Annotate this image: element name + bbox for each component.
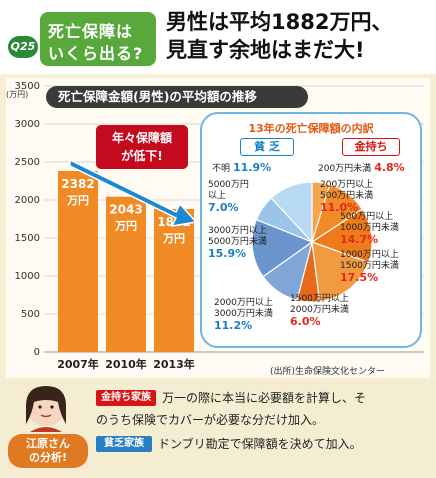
source-note: (出所)生命保険文化センター — [270, 367, 386, 377]
poor-family-text: ドンブリ勘定で保障額を決めて加入。 — [158, 437, 362, 451]
pie-slice-label: 5000万円 以上 7.0% — [208, 180, 249, 213]
pie-slice-percent: 6.0% — [290, 315, 321, 328]
pie-chart — [251, 181, 373, 303]
y-tick-label: 1000 — [15, 271, 40, 282]
pie-slice-range-text: 以上 — [208, 191, 227, 201]
question-line-1: 死亡保障は — [48, 22, 134, 41]
pie-slice-label: 1500万円以上 2000万円未満 6.0% — [290, 294, 349, 327]
annotation-line-2: が低下! — [121, 149, 163, 163]
pie-slice — [270, 181, 313, 244]
y-tick-label: 3500 — [15, 81, 40, 92]
annotation-callout: 年々保障額 が低下! — [96, 125, 188, 169]
pie-slice-percent: 11.2% — [214, 319, 253, 332]
pie-slice-percent: 11.0% — [320, 201, 359, 214]
pie-slice-percent: 14.7% — [340, 233, 379, 246]
poor-family-tag: 貧乏家族 — [96, 436, 152, 452]
question-number-badge: Q25 — [8, 36, 38, 58]
bar — [154, 208, 194, 352]
pie-slice-range-text: 5000万円 — [208, 180, 249, 190]
y-tick-label: 2500 — [15, 157, 40, 168]
rich-group-badge: 金持ち — [342, 138, 400, 156]
pie-slice-label: 200万円未満 4.8% — [318, 162, 405, 175]
pie-slice-range-text: 3000万円以上 — [208, 226, 267, 236]
x-category-label: 2013年 — [153, 357, 195, 371]
pie-slice-range-text: 1500万円以上 — [290, 294, 349, 304]
analyst-label: 江原さん の分析! — [8, 434, 88, 468]
pie-slice-range-text: 2000万円以上 — [214, 298, 273, 308]
pie-slice — [251, 218, 314, 278]
bar — [106, 196, 146, 352]
pie-chart-panel: 13年の死亡保障額の内訳 貧 乏 金持ち 200万円未満 4.8% 200万円以上 5… — [200, 112, 422, 348]
pie-slice-range-text: 1500万円未満 — [340, 261, 399, 271]
pie-slice-range-text: 500万円以上 — [340, 212, 394, 222]
y-tick-label: 0 — [34, 347, 40, 358]
headline: 男性は平均1882万円、 見直す余地はまだ大! — [166, 8, 432, 64]
pie-title: 13年の死亡保障額の内訳 — [248, 122, 374, 135]
pie-slice-range-text: 不明 — [212, 164, 231, 174]
question-line-2: いくら出る? — [48, 44, 144, 63]
pie-slice-percent: 7.0% — [208, 201, 239, 214]
pie-slice-label: 2000万円以上 3000万円未満 11.2% — [214, 298, 273, 331]
bar-value-label: 2382 — [61, 177, 94, 191]
pie-slice — [310, 208, 373, 264]
pie-slice-range-text: 1000万円以上 — [340, 250, 399, 260]
pie-slice-percent: 15.9% — [208, 247, 247, 260]
y-tick-label: 1500 — [15, 233, 40, 244]
header: Q25 死亡保障は いくら出る? 男性は平均1882万円、 見直す余地はまだ大! — [0, 0, 436, 74]
pie-slice-label: 500万円以上 1000万円未満 14.7% — [340, 212, 399, 245]
pie-slice-range-text: 3000万円未満 — [214, 309, 273, 319]
poor-group-badge: 貧 乏 — [240, 138, 294, 156]
bar-unit-label: 万円 — [162, 232, 185, 245]
x-category-label: 2010年 — [105, 357, 147, 371]
bar — [58, 170, 98, 352]
analyst-label-line-2: の分析! — [28, 451, 68, 464]
bars: 2382万円2007年2043万円2010年1882万円2013年 — [57, 170, 195, 371]
trend-arrow — [69, 158, 198, 227]
question-bubble: 死亡保障は いくら出る? — [40, 12, 156, 66]
bar-unit-label: 万円 — [114, 220, 137, 233]
y-tick-label: 3000 — [15, 119, 40, 130]
annotation-line-1: 年々保障額 — [111, 131, 172, 145]
rich-family-tag: 金持ち家族 — [96, 390, 156, 406]
pie-slice-percent: 17.5% — [340, 271, 379, 284]
headline-line-2: 見直す余地はまだ大! — [166, 38, 365, 62]
pie-slice-range-text: 2000万円未満 — [290, 305, 349, 315]
y-tick-label: 2000 — [15, 195, 40, 206]
y-axis-unit-label: (万円) — [6, 90, 28, 99]
bar-unit-label: 万円 — [66, 194, 89, 207]
pie-slice-label: 3000万円以上 5000万円未満 15.9% — [208, 226, 267, 259]
pie-slice-label: 不明 11.9% — [212, 162, 271, 175]
pie-slice-range-text: 200万円未満 — [318, 164, 372, 174]
down-arrow-icon — [69, 158, 198, 227]
pie-slice-label: 1000万円以上 1500万円未満 17.5% — [340, 250, 399, 283]
chart-title: 死亡保障金額(男性)の平均額の推移 — [46, 86, 308, 108]
pie-slice-range-text: 1000万円未満 — [340, 223, 399, 233]
analysis-section: 江原さん の分析! 金持ち家族 万一の際に本当に必要額を計算し、そ のうち保険で… — [0, 380, 436, 478]
bar-value-label: 2043 — [109, 203, 142, 217]
analyst-label-line-1: 江原さん — [26, 437, 70, 450]
pie-slice-range-text: 500万円未満 — [320, 191, 374, 201]
pie-slice-range-text: 5000万円未満 — [208, 237, 267, 247]
pie-slice-range-text: 200万円以上 — [320, 180, 374, 190]
pie-slice-label: 200万円以上 500万円未満 11.0% — [320, 180, 373, 213]
headline-line-1: 男性は平均1882万円、 — [166, 10, 393, 34]
rich-family-text-1: 万一の際に本当に必要額を計算し、そ — [162, 391, 367, 405]
pie-slice — [311, 241, 370, 303]
y-tick-label: 500 — [21, 309, 40, 320]
pie-slice-percent: 4.8% — [374, 161, 405, 174]
rich-family-text-2: のうち保険でカバーが必要な分だけ加入。 — [96, 413, 325, 427]
pie-slice-percent: 11.9% — [233, 161, 272, 174]
analyst-avatar-icon — [26, 386, 66, 432]
x-category-label: 2007年 — [57, 357, 99, 371]
